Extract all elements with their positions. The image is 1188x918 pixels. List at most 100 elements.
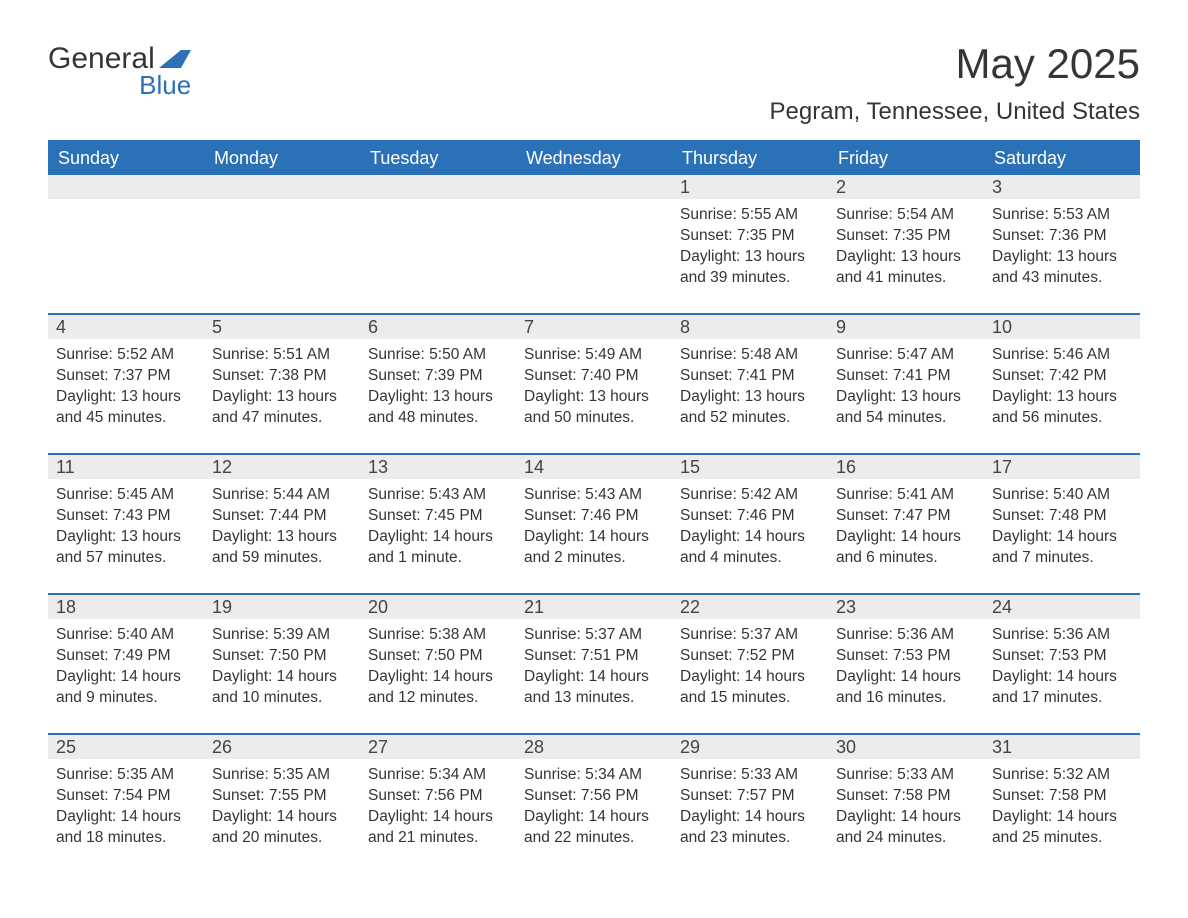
day-cell: 8Sunrise: 5:48 AMSunset: 7:41 PMDaylight… bbox=[672, 315, 828, 453]
logo: General Blue bbox=[48, 40, 191, 101]
sunset-text: Sunset: 7:55 PM bbox=[212, 786, 352, 807]
day-number: 26 bbox=[204, 735, 360, 759]
sunrise-text: Sunrise: 5:33 AM bbox=[680, 765, 820, 786]
sunrise-text: Sunrise: 5:41 AM bbox=[836, 485, 976, 506]
calendar-body: 1Sunrise: 5:55 AMSunset: 7:35 PMDaylight… bbox=[48, 175, 1140, 873]
daylight-text: and 2 minutes. bbox=[524, 548, 664, 569]
day-body: Sunrise: 5:40 AMSunset: 7:49 PMDaylight:… bbox=[48, 619, 204, 713]
daylight-text: and 10 minutes. bbox=[212, 688, 352, 709]
day-number: 3 bbox=[984, 175, 1140, 199]
day-cell: 19Sunrise: 5:39 AMSunset: 7:50 PMDayligh… bbox=[204, 595, 360, 733]
daylight-text: and 15 minutes. bbox=[680, 688, 820, 709]
sunset-text: Sunset: 7:39 PM bbox=[368, 366, 508, 387]
day-body: Sunrise: 5:39 AMSunset: 7:50 PMDaylight:… bbox=[204, 619, 360, 713]
day-cell bbox=[48, 175, 204, 313]
day-body: Sunrise: 5:35 AMSunset: 7:55 PMDaylight:… bbox=[204, 759, 360, 853]
daylight-text: and 7 minutes. bbox=[992, 548, 1132, 569]
day-body: Sunrise: 5:32 AMSunset: 7:58 PMDaylight:… bbox=[984, 759, 1140, 853]
sunrise-text: Sunrise: 5:34 AM bbox=[524, 765, 664, 786]
sunset-text: Sunset: 7:50 PM bbox=[368, 646, 508, 667]
daylight-text: Daylight: 14 hours bbox=[368, 667, 508, 688]
daylight-text: and 54 minutes. bbox=[836, 408, 976, 429]
day-body: Sunrise: 5:33 AMSunset: 7:58 PMDaylight:… bbox=[828, 759, 984, 853]
day-cell: 26Sunrise: 5:35 AMSunset: 7:55 PMDayligh… bbox=[204, 735, 360, 873]
day-cell: 22Sunrise: 5:37 AMSunset: 7:52 PMDayligh… bbox=[672, 595, 828, 733]
daylight-text: and 17 minutes. bbox=[992, 688, 1132, 709]
daylight-text: Daylight: 14 hours bbox=[56, 807, 196, 828]
day-number: 2 bbox=[828, 175, 984, 199]
day-body: Sunrise: 5:43 AMSunset: 7:45 PMDaylight:… bbox=[360, 479, 516, 573]
daylight-text: Daylight: 13 hours bbox=[56, 527, 196, 548]
daylight-text: Daylight: 14 hours bbox=[368, 807, 508, 828]
sunrise-text: Sunrise: 5:50 AM bbox=[368, 345, 508, 366]
sunset-text: Sunset: 7:56 PM bbox=[524, 786, 664, 807]
day-body: Sunrise: 5:35 AMSunset: 7:54 PMDaylight:… bbox=[48, 759, 204, 853]
day-cell: 15Sunrise: 5:42 AMSunset: 7:46 PMDayligh… bbox=[672, 455, 828, 593]
day-number: 24 bbox=[984, 595, 1140, 619]
day-cell: 13Sunrise: 5:43 AMSunset: 7:45 PMDayligh… bbox=[360, 455, 516, 593]
sunset-text: Sunset: 7:43 PM bbox=[56, 506, 196, 527]
days-of-week-header: SundayMondayTuesdayWednesdayThursdayFrid… bbox=[48, 142, 1140, 175]
sunset-text: Sunset: 7:52 PM bbox=[680, 646, 820, 667]
sunset-text: Sunset: 7:58 PM bbox=[836, 786, 976, 807]
day-cell: 29Sunrise: 5:33 AMSunset: 7:57 PMDayligh… bbox=[672, 735, 828, 873]
day-body: Sunrise: 5:45 AMSunset: 7:43 PMDaylight:… bbox=[48, 479, 204, 573]
day-number: 17 bbox=[984, 455, 1140, 479]
day-cell bbox=[360, 175, 516, 313]
sunrise-text: Sunrise: 5:42 AM bbox=[680, 485, 820, 506]
sunset-text: Sunset: 7:35 PM bbox=[836, 226, 976, 247]
day-cell bbox=[516, 175, 672, 313]
day-cell: 6Sunrise: 5:50 AMSunset: 7:39 PMDaylight… bbox=[360, 315, 516, 453]
daylight-text: Daylight: 13 hours bbox=[836, 247, 976, 268]
sunrise-text: Sunrise: 5:46 AM bbox=[992, 345, 1132, 366]
daylight-text: and 59 minutes. bbox=[212, 548, 352, 569]
day-number: 5 bbox=[204, 315, 360, 339]
daylight-text: Daylight: 13 hours bbox=[212, 387, 352, 408]
day-body: Sunrise: 5:37 AMSunset: 7:51 PMDaylight:… bbox=[516, 619, 672, 713]
sunset-text: Sunset: 7:53 PM bbox=[992, 646, 1132, 667]
day-number: 21 bbox=[516, 595, 672, 619]
day-number: 12 bbox=[204, 455, 360, 479]
daylight-text: and 18 minutes. bbox=[56, 828, 196, 849]
logo-text-blue: Blue bbox=[139, 70, 191, 100]
day-cell: 30Sunrise: 5:33 AMSunset: 7:58 PMDayligh… bbox=[828, 735, 984, 873]
day-number: 30 bbox=[828, 735, 984, 759]
daylight-text: Daylight: 13 hours bbox=[368, 387, 508, 408]
daylight-text: and 24 minutes. bbox=[836, 828, 976, 849]
daylight-text: Daylight: 14 hours bbox=[680, 527, 820, 548]
daylight-text: Daylight: 14 hours bbox=[680, 667, 820, 688]
sunrise-text: Sunrise: 5:38 AM bbox=[368, 625, 508, 646]
sunset-text: Sunset: 7:57 PM bbox=[680, 786, 820, 807]
day-cell: 27Sunrise: 5:34 AMSunset: 7:56 PMDayligh… bbox=[360, 735, 516, 873]
daylight-text: and 39 minutes. bbox=[680, 268, 820, 289]
sunset-text: Sunset: 7:50 PM bbox=[212, 646, 352, 667]
sunset-text: Sunset: 7:41 PM bbox=[836, 366, 976, 387]
day-body: Sunrise: 5:38 AMSunset: 7:50 PMDaylight:… bbox=[360, 619, 516, 713]
sunrise-text: Sunrise: 5:36 AM bbox=[992, 625, 1132, 646]
day-number: 7 bbox=[516, 315, 672, 339]
daylight-text: and 22 minutes. bbox=[524, 828, 664, 849]
sunset-text: Sunset: 7:47 PM bbox=[836, 506, 976, 527]
day-cell: 17Sunrise: 5:40 AMSunset: 7:48 PMDayligh… bbox=[984, 455, 1140, 593]
daylight-text: and 57 minutes. bbox=[56, 548, 196, 569]
day-number: 20 bbox=[360, 595, 516, 619]
sunrise-text: Sunrise: 5:51 AM bbox=[212, 345, 352, 366]
header: General Blue May 2025 Pegram, Tennessee,… bbox=[48, 40, 1140, 126]
day-number: 23 bbox=[828, 595, 984, 619]
day-number: 4 bbox=[48, 315, 204, 339]
daylight-text: and 13 minutes. bbox=[524, 688, 664, 709]
day-number: 14 bbox=[516, 455, 672, 479]
day-cell: 20Sunrise: 5:38 AMSunset: 7:50 PMDayligh… bbox=[360, 595, 516, 733]
day-body: Sunrise: 5:50 AMSunset: 7:39 PMDaylight:… bbox=[360, 339, 516, 433]
sunset-text: Sunset: 7:51 PM bbox=[524, 646, 664, 667]
daylight-text: and 16 minutes. bbox=[836, 688, 976, 709]
day-cell: 31Sunrise: 5:32 AMSunset: 7:58 PMDayligh… bbox=[984, 735, 1140, 873]
dow-cell: Friday bbox=[828, 142, 984, 175]
daylight-text: and 1 minute. bbox=[368, 548, 508, 569]
day-body: Sunrise: 5:44 AMSunset: 7:44 PMDaylight:… bbox=[204, 479, 360, 573]
daylight-text: Daylight: 14 hours bbox=[836, 667, 976, 688]
daylight-text: Daylight: 13 hours bbox=[212, 527, 352, 548]
sunrise-text: Sunrise: 5:55 AM bbox=[680, 205, 820, 226]
day-body: Sunrise: 5:49 AMSunset: 7:40 PMDaylight:… bbox=[516, 339, 672, 433]
sunset-text: Sunset: 7:40 PM bbox=[524, 366, 664, 387]
